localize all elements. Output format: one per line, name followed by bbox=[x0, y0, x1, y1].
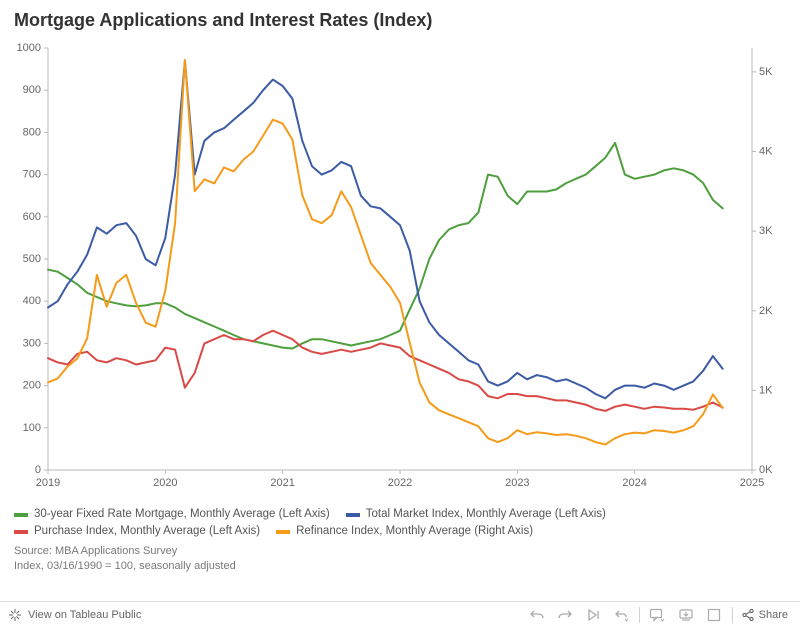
source-line: Index, 03/16/1990 = 100, seasonally adju… bbox=[14, 559, 236, 574]
svg-text:700: 700 bbox=[23, 169, 41, 181]
share-label: Share bbox=[759, 609, 788, 621]
view-on-tableau-link[interactable]: View on Tableau Public bbox=[0, 608, 141, 622]
tableau-logo-icon bbox=[8, 608, 22, 622]
fullscreen-icon bbox=[707, 608, 721, 622]
share-button[interactable]: Share bbox=[737, 608, 792, 622]
legend-swatch bbox=[14, 530, 28, 534]
svg-text:800: 800 bbox=[23, 126, 41, 138]
svg-text:0K: 0K bbox=[759, 464, 773, 476]
svg-text:2019: 2019 bbox=[36, 477, 60, 489]
redo-icon bbox=[557, 608, 573, 622]
footer-toolbar: Share bbox=[523, 603, 800, 627]
svg-text:1000: 1000 bbox=[17, 42, 41, 54]
svg-text:1K: 1K bbox=[759, 384, 773, 396]
svg-text:2022: 2022 bbox=[388, 477, 412, 489]
svg-text:500: 500 bbox=[23, 253, 41, 265]
view-on-tableau-label: View on Tableau Public bbox=[28, 609, 141, 621]
fullscreen-button[interactable] bbox=[700, 603, 728, 627]
legend-row: 30-year Fixed Rate Mortgage, Monthly Ave… bbox=[14, 506, 786, 523]
svg-text:2020: 2020 bbox=[153, 477, 177, 489]
download-icon bbox=[678, 608, 694, 622]
legend-label: 30-year Fixed Rate Mortgage, Monthly Ave… bbox=[34, 506, 330, 523]
legend-swatch bbox=[346, 513, 360, 517]
svg-text:400: 400 bbox=[23, 295, 41, 307]
legend-label: Purchase Index, Monthly Average (Left Ax… bbox=[34, 523, 260, 540]
svg-text:5K: 5K bbox=[759, 66, 773, 78]
svg-text:2024: 2024 bbox=[622, 477, 646, 489]
svg-text:600: 600 bbox=[23, 211, 41, 223]
undo-icon bbox=[529, 608, 545, 622]
legend-swatch bbox=[14, 513, 28, 517]
legend-item[interactable]: Refinance Index, Monthly Average (Right … bbox=[276, 523, 533, 540]
legend: 30-year Fixed Rate Mortgage, Monthly Ave… bbox=[14, 506, 786, 541]
svg-text:2023: 2023 bbox=[505, 477, 529, 489]
source-line: Source: MBA Applications Survey bbox=[14, 544, 236, 559]
share-icon bbox=[741, 608, 755, 622]
legend-item[interactable]: Total Market Index, Monthly Average (Lef… bbox=[346, 506, 606, 523]
svg-text:0: 0 bbox=[35, 464, 41, 476]
chart-title: Mortgage Applications and Interest Rates… bbox=[14, 10, 432, 31]
legend-row: Purchase Index, Monthly Average (Left Ax… bbox=[14, 523, 786, 540]
comment-button[interactable] bbox=[644, 603, 672, 627]
svg-text:3K: 3K bbox=[759, 225, 773, 237]
svg-text:2021: 2021 bbox=[270, 477, 294, 489]
replay-icon bbox=[585, 608, 601, 622]
svg-text:200: 200 bbox=[23, 380, 41, 392]
undo-button[interactable] bbox=[523, 603, 551, 627]
svg-text:2K: 2K bbox=[759, 305, 773, 317]
svg-text:300: 300 bbox=[23, 337, 41, 349]
svg-text:2025: 2025 bbox=[740, 477, 764, 489]
line-chart-svg: 0 100 200 300 400 500 600 700 800 900 1000 0K 1K 2K 3K… bbox=[0, 40, 800, 500]
svg-text:100: 100 bbox=[23, 422, 41, 434]
reset-button[interactable] bbox=[607, 603, 635, 627]
toolbar-divider bbox=[732, 607, 733, 623]
comment-icon bbox=[649, 608, 667, 622]
legend-swatch bbox=[276, 530, 290, 534]
legend-label: Total Market Index, Monthly Average (Lef… bbox=[366, 506, 606, 523]
legend-item[interactable]: 30-year Fixed Rate Mortgage, Monthly Ave… bbox=[14, 506, 330, 523]
svg-text:900: 900 bbox=[23, 84, 41, 96]
source-note: Source: MBA Applications Survey Index, 0… bbox=[14, 544, 236, 574]
legend-item[interactable]: Purchase Index, Monthly Average (Left Ax… bbox=[14, 523, 260, 540]
svg-text:4K: 4K bbox=[759, 146, 773, 158]
chart-area: 0 100 200 300 400 500 600 700 800 900 1000 0K 1K 2K 3K… bbox=[0, 40, 800, 500]
redo-button[interactable] bbox=[551, 603, 579, 627]
tableau-footer: View on Tableau Public bbox=[0, 601, 800, 627]
legend-label: Refinance Index, Monthly Average (Right … bbox=[296, 523, 533, 540]
reset-icon bbox=[612, 608, 630, 622]
toolbar-divider bbox=[639, 607, 640, 623]
replay-button[interactable] bbox=[579, 603, 607, 627]
download-button[interactable] bbox=[672, 603, 700, 627]
